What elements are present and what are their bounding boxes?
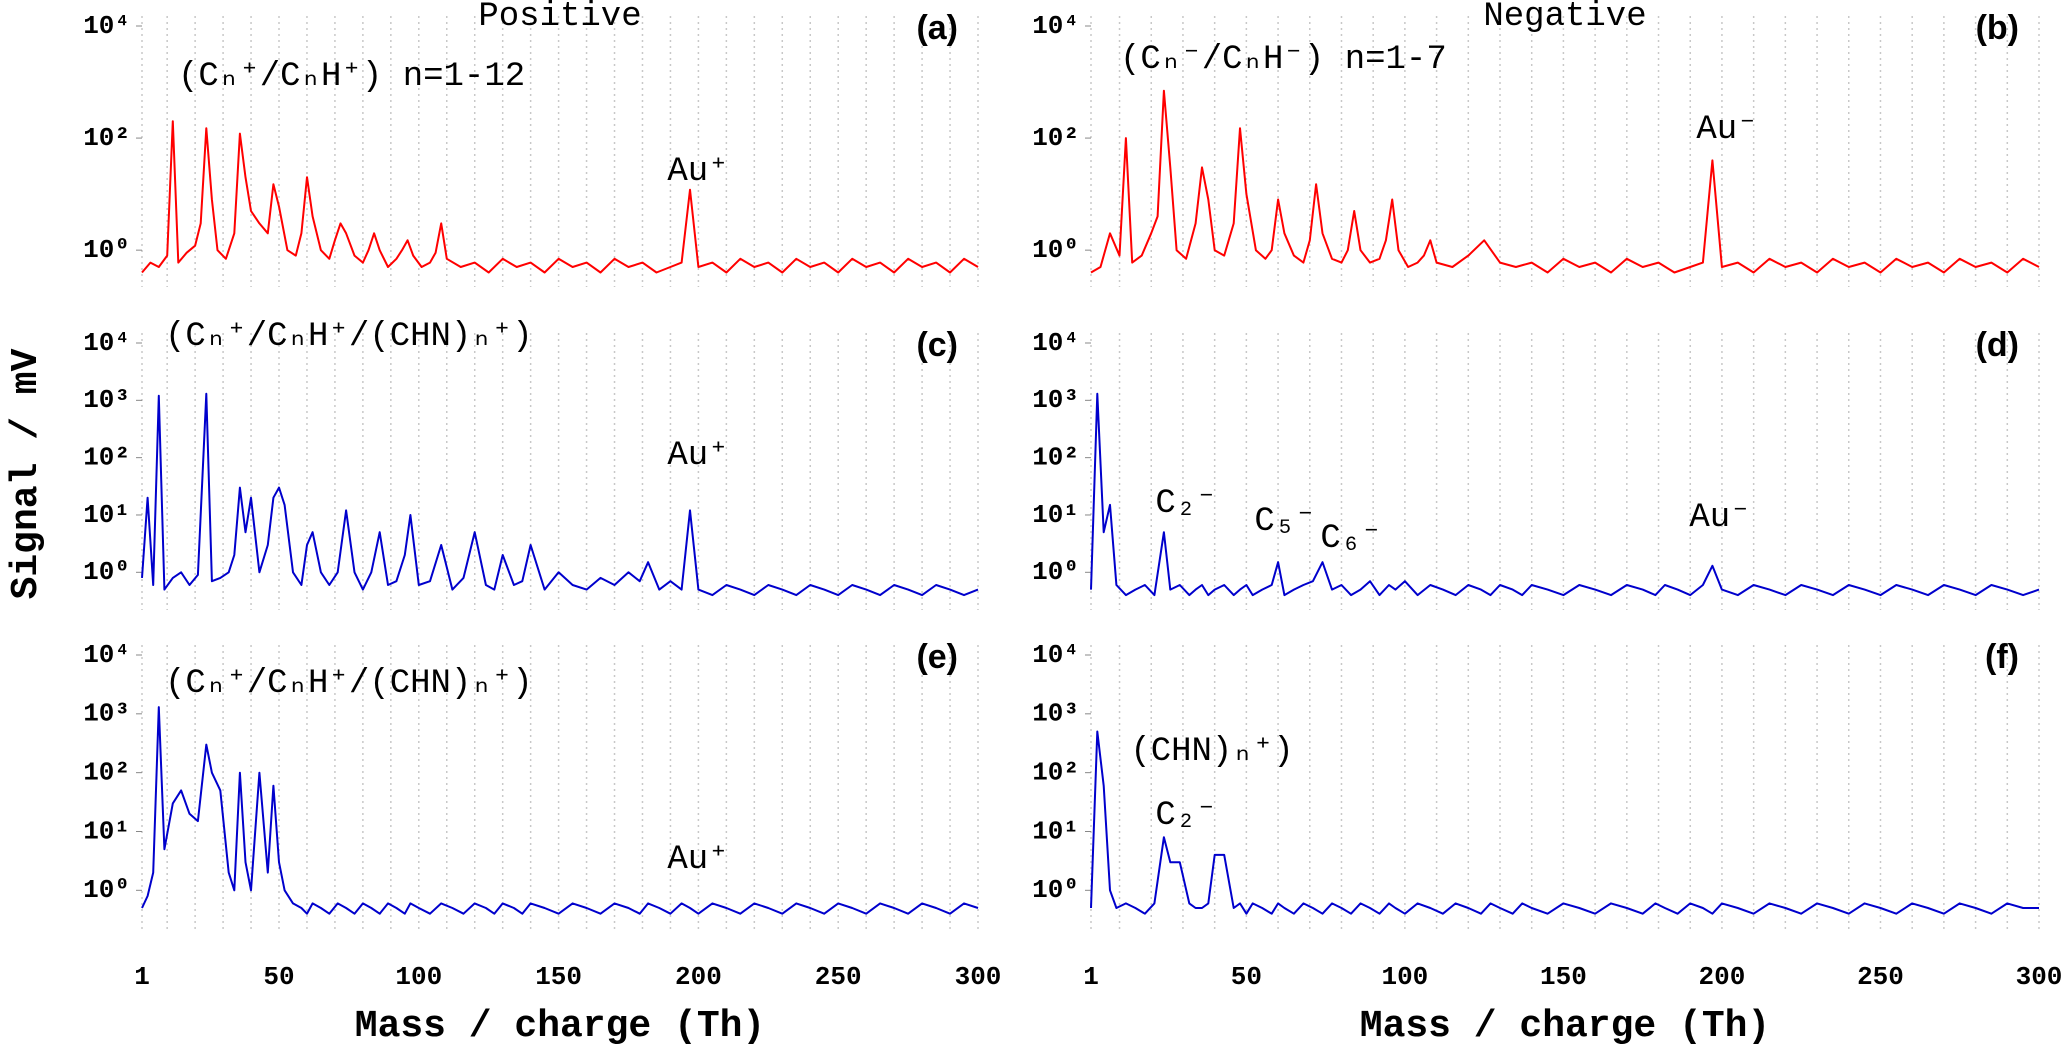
- spectrum-line: [1090, 730, 2039, 915]
- x-tick-label: 200: [675, 962, 722, 992]
- y-tick-label: 10⁰: [1032, 875, 1079, 905]
- y-tick-label: 10⁴: [83, 640, 130, 670]
- x-tick-label: 50: [263, 962, 294, 992]
- x-tick-label: 50: [1231, 962, 1262, 992]
- y-tick-label: 10²: [83, 123, 130, 153]
- y-tick-label: 10⁰: [83, 557, 130, 587]
- y-tick-label: 10³: [83, 385, 130, 415]
- annotation: Au⁺: [667, 153, 728, 191]
- panel-label: (d): [1976, 326, 2019, 364]
- panel-label: (b): [1976, 9, 2019, 47]
- annotation: C₂⁻: [1155, 797, 1216, 835]
- annotation: Au⁻: [1689, 499, 1750, 537]
- annotation: C₅⁻: [1254, 503, 1315, 541]
- y-tick-label: 10³: [83, 699, 130, 729]
- annotation: C₆⁻: [1320, 520, 1381, 558]
- y-tick-label: 10⁰: [83, 235, 130, 265]
- y-tick-label: 10¹: [1032, 816, 1079, 846]
- y-tick-label: 10⁴: [83, 328, 130, 358]
- spectrum-line: [141, 392, 979, 597]
- y-tick-label: 10⁰: [1032, 557, 1079, 587]
- panel-title: Positive: [478, 0, 641, 36]
- y-tick-label: 10²: [1032, 123, 1079, 153]
- y-tick-label: 10⁴: [1032, 640, 1079, 670]
- x-tick-label: 150: [1540, 962, 1587, 992]
- x-tick-label: 100: [1381, 962, 1428, 992]
- y-tick-label: 10¹: [83, 500, 130, 530]
- y-tick-label: 10²: [83, 758, 130, 788]
- annotation: Au⁺: [667, 437, 728, 475]
- spectrum-line: [1090, 89, 2040, 274]
- y-tick-label: 10¹: [83, 816, 130, 846]
- x-tick-label: 1: [1083, 962, 1099, 992]
- y-tick-label: 10¹: [1032, 500, 1079, 530]
- annotation: Au⁻: [1696, 111, 1757, 149]
- x-tick-label: 250: [1857, 962, 1904, 992]
- panel-label: (f): [1985, 638, 2019, 676]
- y-tick-label: 10⁰: [83, 875, 130, 905]
- y-tick-label: 10²: [83, 443, 130, 473]
- spectrum-line: [141, 706, 979, 915]
- annotation: (Cₙ⁻/CₙH⁻) n=1-7: [1120, 41, 1447, 79]
- annotation: (Cₙ⁺/CₙH⁺) n=1-12: [178, 58, 525, 96]
- x-tick-label: 250: [815, 962, 862, 992]
- annotation: (Cₙ⁺/CₙH⁺/(CHN)ₙ⁺): [165, 318, 533, 356]
- x-tick-label: 150: [535, 962, 582, 992]
- x-tick-label: 1: [134, 962, 150, 992]
- y-tick-label: 10³: [1032, 385, 1079, 415]
- y-tick-label: 10⁰: [1032, 235, 1079, 265]
- annotation: Au⁺: [667, 841, 728, 879]
- y-tick-label: 10³: [1032, 699, 1079, 729]
- spectrum-line: [141, 120, 979, 274]
- x-tick-label: 300: [955, 962, 1002, 992]
- panel-label: (e): [916, 638, 958, 676]
- y-tick-label: 10²: [1032, 758, 1079, 788]
- y-axis-label: Signal / mV: [5, 348, 48, 599]
- y-tick-label: 10⁴: [1032, 328, 1079, 358]
- y-tick-label: 10⁴: [1032, 11, 1079, 41]
- x-tick-label: 100: [395, 962, 442, 992]
- panel-label: (c): [916, 326, 958, 364]
- annotation: (CHN)ₙ⁺): [1130, 733, 1293, 771]
- x-axis-label: Mass / charge (Th): [355, 1005, 765, 1048]
- y-tick-label: 10²: [1032, 443, 1079, 473]
- annotation: (Cₙ⁺/CₙH⁺/(CHN)ₙ⁺): [165, 665, 533, 703]
- panel-label: (a): [916, 9, 958, 47]
- x-tick-label: 200: [1699, 962, 1746, 992]
- x-axis-label: Mass / charge (Th): [1360, 1005, 1770, 1048]
- panel-title: Negative: [1483, 0, 1646, 36]
- y-tick-label: 10⁴: [83, 11, 130, 41]
- annotation: C₂⁻: [1155, 485, 1216, 523]
- x-tick-label: 300: [2016, 962, 2063, 992]
- spectrum-line: [1090, 392, 2040, 597]
